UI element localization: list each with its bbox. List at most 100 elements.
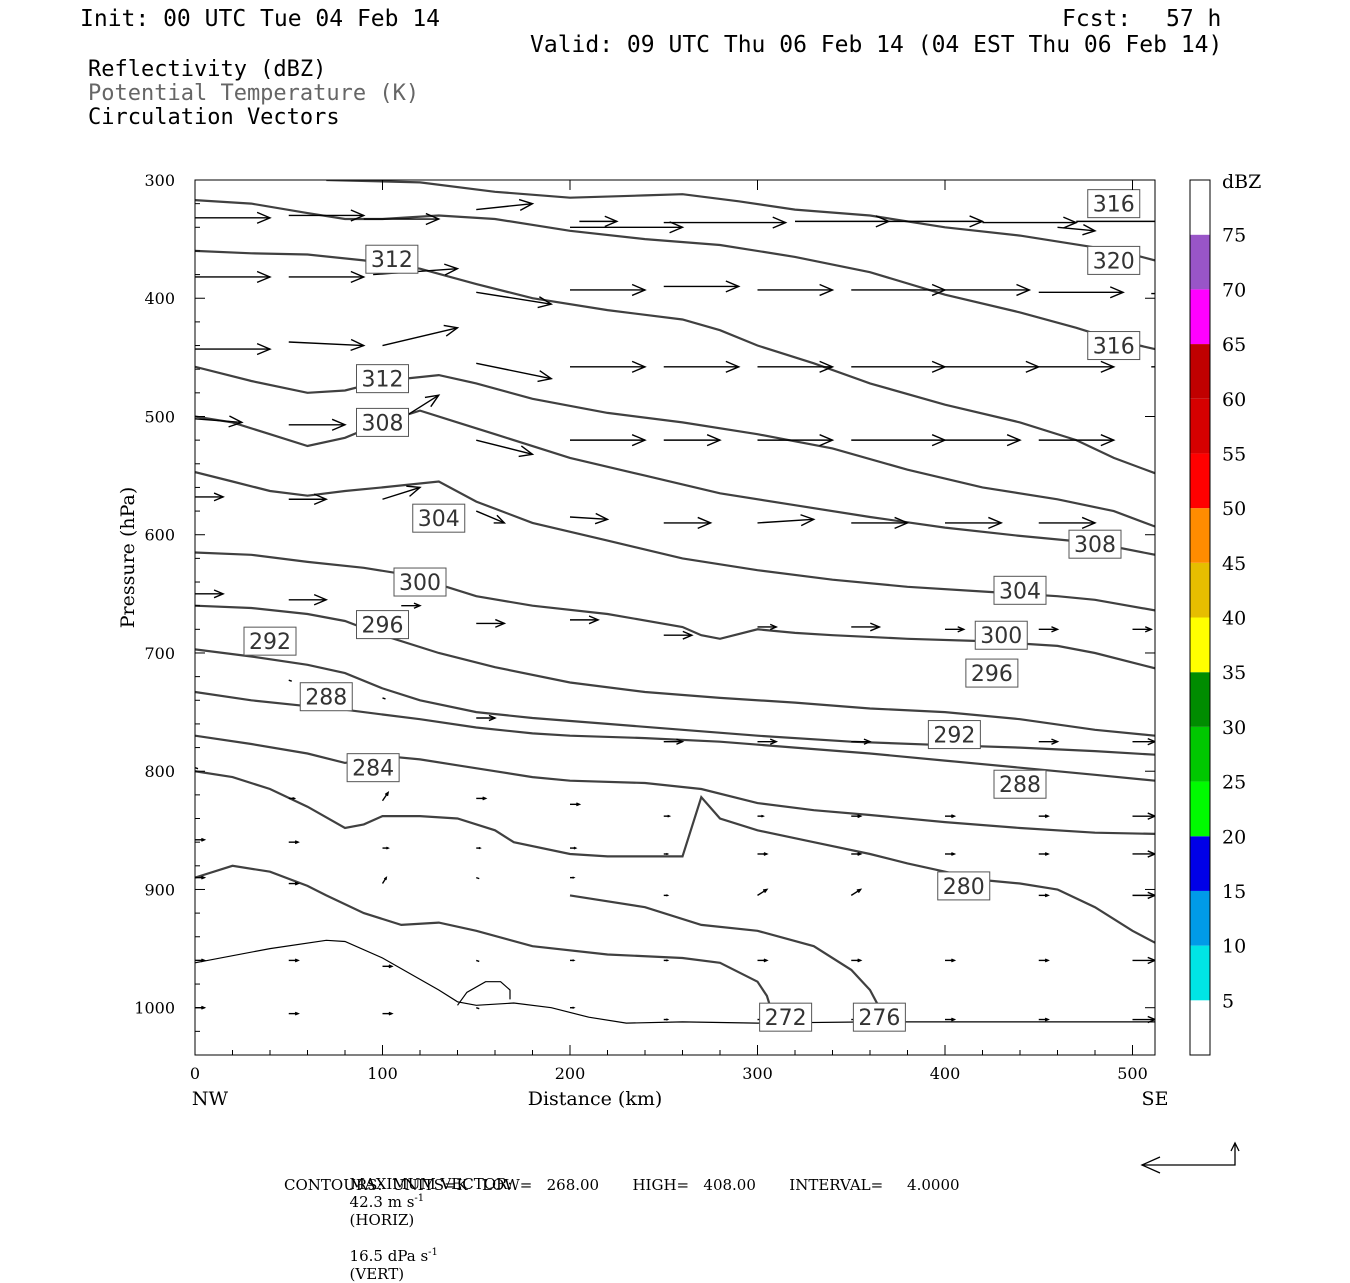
reference-arrow-head-horiz [1140, 1156, 1161, 1174]
colorbar-label: 60 [1222, 389, 1246, 411]
isentrope-276 [569, 894, 881, 1009]
contour-label-304: 304 [993, 575, 1047, 605]
circulation-vector [288, 840, 300, 845]
svg-text:312: 312 [371, 248, 413, 273]
circulation-vector [570, 360, 647, 373]
circulation-vector [288, 797, 297, 800]
circulation-vector [1038, 1017, 1050, 1022]
isentrope-312 [195, 249, 1155, 475]
circulation-vector [663, 894, 670, 897]
circulation-vector [945, 958, 957, 963]
circulation-vector [288, 270, 366, 284]
circulation-vectors [195, 198, 1155, 1024]
circulation-vector [476, 876, 480, 880]
circulation-vector [476, 1007, 480, 1010]
circulation-vector [757, 623, 779, 631]
circulation-vector [570, 221, 685, 234]
circulation-vector [1132, 737, 1155, 746]
circulation-vector [288, 338, 366, 352]
contour-label-296: 296 [356, 610, 409, 640]
reference-vector [1140, 1141, 1240, 1174]
circulation-vector [663, 814, 672, 818]
x-axis-title: Distance (km) [528, 1088, 663, 1110]
contour-label-272: 272 [759, 1002, 813, 1032]
init-time: Init: 00 UTC Tue 04 Feb 14 [80, 6, 441, 32]
circulation-vector [757, 283, 835, 297]
y-tick-label: 500 [144, 407, 175, 426]
max-vector-horiz: 42.3 m s [349, 1193, 415, 1211]
circulation-vector [757, 514, 816, 527]
circulation-vector [1038, 434, 1116, 447]
field-label-circulation-vectors: Circulation Vectors [88, 105, 340, 130]
contour-label-296: 296 [965, 658, 1019, 688]
circulation-vector [288, 881, 300, 886]
contour-label-276: 276 [852, 1002, 906, 1032]
circulation-vector [850, 888, 863, 896]
circulation-vector [945, 852, 957, 856]
isentrope-312 [195, 365, 1155, 528]
circulation-vector [570, 283, 647, 297]
contour-label-308: 308 [356, 407, 409, 437]
x-tick-label: 200 [555, 1064, 586, 1083]
circulation-vector [195, 342, 272, 356]
circulation-vector [1038, 516, 1097, 530]
contour-label-308: 308 [1068, 529, 1122, 559]
max-vector-prefix: MAXIMUM VECTOR: [349, 1175, 513, 1193]
svg-text:292: 292 [249, 630, 291, 655]
circulation-vector [570, 846, 578, 850]
colorbar-swatch [1190, 890, 1210, 946]
circulation-vector [195, 211, 272, 224]
x-tick-label: 500 [1117, 1064, 1148, 1083]
circulation-vector [945, 1017, 957, 1022]
colorbar: 5 10 15 20 25 30 35 40 45 50 55 60 65 70 75 dBZ [1189, 171, 1261, 1056]
circulation-vector [1132, 956, 1155, 965]
circulation-vector [476, 198, 535, 212]
svg-text:312: 312 [362, 368, 404, 393]
circulation-vector [757, 888, 769, 896]
circulation-vector [476, 959, 480, 963]
circulation-vector [663, 1018, 670, 1021]
circulation-vector [851, 738, 872, 745]
circulation-vector [982, 216, 1079, 229]
contour-label-280: 280 [937, 871, 991, 901]
svg-text:288: 288 [999, 773, 1041, 798]
circulation-vector [1132, 850, 1155, 858]
isentrope-320 [326, 180, 1155, 262]
circulation-vector [288, 1011, 300, 1016]
colorbar-label: 65 [1222, 334, 1246, 356]
y-tick-label: 800 [144, 762, 175, 781]
svg-text:300: 300 [399, 571, 441, 596]
circulation-vector [1076, 220, 1155, 223]
circulation-vector [288, 679, 292, 682]
colorbar-swatch [1190, 672, 1210, 727]
colorbar-swatch [1190, 781, 1210, 837]
circulation-vector [195, 589, 225, 599]
circulation-vector [851, 360, 947, 373]
circulation-vector [1038, 893, 1050, 898]
y-tick-label: 700 [144, 644, 175, 663]
circulation-vector [382, 1011, 394, 1016]
isentrope-316 [195, 199, 1155, 351]
circulation-vector [757, 852, 769, 856]
circulation-vector [1132, 812, 1155, 820]
circulation-vector [382, 324, 460, 347]
circulation-vector [945, 283, 1032, 297]
circulation-vector [757, 738, 779, 745]
circulation-vector [663, 630, 694, 640]
circulation-vector [570, 802, 582, 807]
circulation-vector [1151, 366, 1155, 368]
circulation-vector [570, 959, 576, 962]
circulation-vector [851, 852, 863, 856]
circulation-vector [1151, 292, 1155, 295]
circulation-vector [1038, 852, 1050, 856]
contour-label-288: 288 [993, 769, 1047, 799]
circulation-vector [1038, 626, 1060, 633]
svg-text:308: 308 [1074, 533, 1116, 558]
circulation-vector [475, 510, 507, 524]
colorbar-swatch [1190, 562, 1210, 618]
colorbar-label: 55 [1222, 443, 1246, 465]
svg-text:300: 300 [980, 624, 1022, 649]
circulation-vector [382, 846, 390, 850]
circulation-vector [757, 434, 835, 447]
x-tick-label: 400 [930, 1064, 961, 1083]
